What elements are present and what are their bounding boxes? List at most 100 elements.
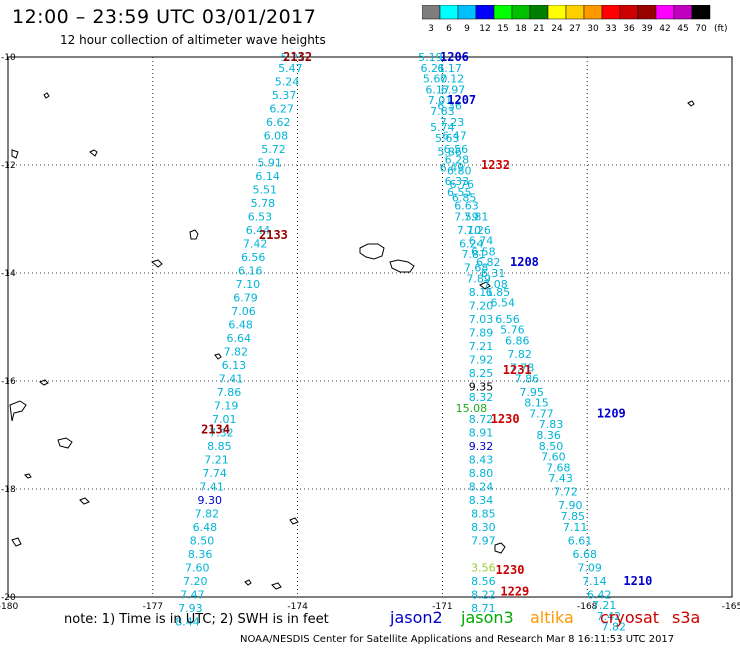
swh-value: 7.19 xyxy=(214,399,239,412)
legend-swatch-label: 36 xyxy=(623,24,635,34)
track-label: 1208 xyxy=(510,255,539,269)
coastline xyxy=(214,353,222,360)
swh-value: 7.32 xyxy=(209,426,234,439)
swh-value: 5.86 xyxy=(437,146,462,159)
coastline xyxy=(9,400,27,422)
swh-value: 6.85 xyxy=(486,286,511,299)
swh-value: 6.17 xyxy=(425,83,450,96)
swh-value: 7.08 xyxy=(483,278,508,291)
legend-cryosat: cryosat xyxy=(600,608,660,627)
coastline xyxy=(11,537,22,547)
swh-value: 6.24 xyxy=(459,237,484,250)
swh-value: 7.09 xyxy=(577,561,602,574)
swh-value: 7.20 xyxy=(183,575,208,588)
swh-value: 7.77 xyxy=(529,407,554,420)
swh-value: 6.97 xyxy=(441,83,466,96)
swh-value: 5.78 xyxy=(251,197,276,210)
legend-swatch-label: 9 xyxy=(464,24,470,34)
swh-value: 6.56 xyxy=(495,313,520,326)
swh-value: 7.01 xyxy=(212,413,237,426)
swh-value: 8.50 xyxy=(190,534,215,547)
track-label: 1232 xyxy=(481,158,510,172)
swh-value: 8.34 xyxy=(469,494,494,507)
legend-s3a: s3a xyxy=(672,608,701,627)
coastline xyxy=(150,259,163,268)
swh-value: 7.01 xyxy=(428,94,453,107)
swh-value: 3.56 xyxy=(471,561,496,574)
swh-value: 7.26 xyxy=(466,224,491,237)
swh-value: 7.78 xyxy=(510,362,535,375)
swh-value: 7.85 xyxy=(560,510,585,523)
swh-value: 6.28 xyxy=(445,154,470,167)
swh-value: 8.72 xyxy=(469,413,494,426)
swh-value: 8.71 xyxy=(471,602,496,615)
coastline xyxy=(687,100,695,107)
legend-swatch-label: 12 xyxy=(479,24,490,34)
swh-value: 7.82 xyxy=(507,348,532,361)
swh-value: 6.61 xyxy=(568,534,593,547)
legend-swatch-label: 15 xyxy=(497,24,508,34)
swh-value: 8.11 xyxy=(469,286,494,299)
coastline xyxy=(79,497,90,505)
coastline xyxy=(57,437,73,449)
swh-value: 6.14 xyxy=(255,170,280,183)
swh-value: 6.79 xyxy=(233,291,258,304)
legend-swatch-label: 6 xyxy=(446,24,452,34)
track-label: 2134 xyxy=(201,423,230,437)
swh-value: 6.58 xyxy=(471,245,496,258)
swh-value: 6.31 xyxy=(481,267,506,280)
swh-value: 8.91 xyxy=(469,426,494,439)
swh-value: 6.47 xyxy=(442,129,467,142)
swh-value: 6.85 xyxy=(452,191,477,204)
swh-value: 7.12 xyxy=(440,73,465,86)
swh-value: 6.80 xyxy=(447,164,472,177)
units-note: note: 1) Time is in UTC; 2) SWH is in fe… xyxy=(64,612,329,627)
swh-value: 7.92 xyxy=(469,353,494,366)
swh-value: 5.60 xyxy=(423,73,448,86)
track-label: 1230 xyxy=(491,412,520,426)
credit-line: NOAA/NESDIS Center for Satellite Applica… xyxy=(240,634,675,645)
swh-value: 7.82 xyxy=(195,507,220,520)
swh-value: 7.06 xyxy=(231,305,256,318)
swh-value: 7.41 xyxy=(199,480,224,493)
swh-value: 6.42 xyxy=(587,588,612,601)
coastline xyxy=(359,243,385,260)
swh-value: 6.16 xyxy=(238,264,263,277)
swh-value: 6.56 xyxy=(444,143,469,156)
legend-swatch-label: 30 xyxy=(587,24,599,34)
swh-value: 7.90 xyxy=(558,499,583,512)
swh-value: 7.68 xyxy=(464,262,489,275)
track-label: 1206 xyxy=(440,50,469,64)
swh-value: 7.74 xyxy=(202,467,227,480)
swh-value: 5.51 xyxy=(253,183,278,196)
swh-value: 5.47 xyxy=(278,62,303,75)
legend-swatch-label: 3 xyxy=(428,24,434,34)
swh-value: 5.72 xyxy=(261,143,286,156)
color-legend: 3 6 9 12 15 18 21 24 27 30 33 36 39 42 45 70 (ft) xyxy=(422,5,728,34)
swh-value: 7.82 xyxy=(224,345,249,358)
swh-value: 5.37 xyxy=(272,89,297,102)
track-label: 1229 xyxy=(500,585,529,599)
swh-value: 5.76 xyxy=(500,324,525,337)
legend-altika: altika xyxy=(530,608,574,627)
swh-value: 7.11 xyxy=(563,521,588,534)
coastline xyxy=(189,229,199,240)
legend-swatch-label: 70 xyxy=(695,24,707,34)
legend-swatch-label: 21 xyxy=(533,24,544,34)
swh-value: 7.95 xyxy=(519,386,544,399)
swh-value: 8.85 xyxy=(471,507,496,520)
legend-swatch-label: 39 xyxy=(641,24,653,34)
lat-tick-label: -20 xyxy=(1,593,16,603)
swh-value: 8.24 xyxy=(469,480,494,493)
lon-tick-label: -180 xyxy=(0,602,18,612)
swh-value: 7.59 xyxy=(454,210,479,223)
swh-value: 5.74 xyxy=(430,121,455,134)
swh-value: 9.32 xyxy=(469,440,494,453)
swh-value: 6.56 xyxy=(241,251,266,264)
swh-value: 6.74 xyxy=(469,235,494,248)
swh-value: 6.55 xyxy=(447,186,472,199)
swh-value: 7.43 xyxy=(548,472,573,485)
swh-value: 8.56 xyxy=(471,575,496,588)
track-label: 1231 xyxy=(503,363,532,377)
